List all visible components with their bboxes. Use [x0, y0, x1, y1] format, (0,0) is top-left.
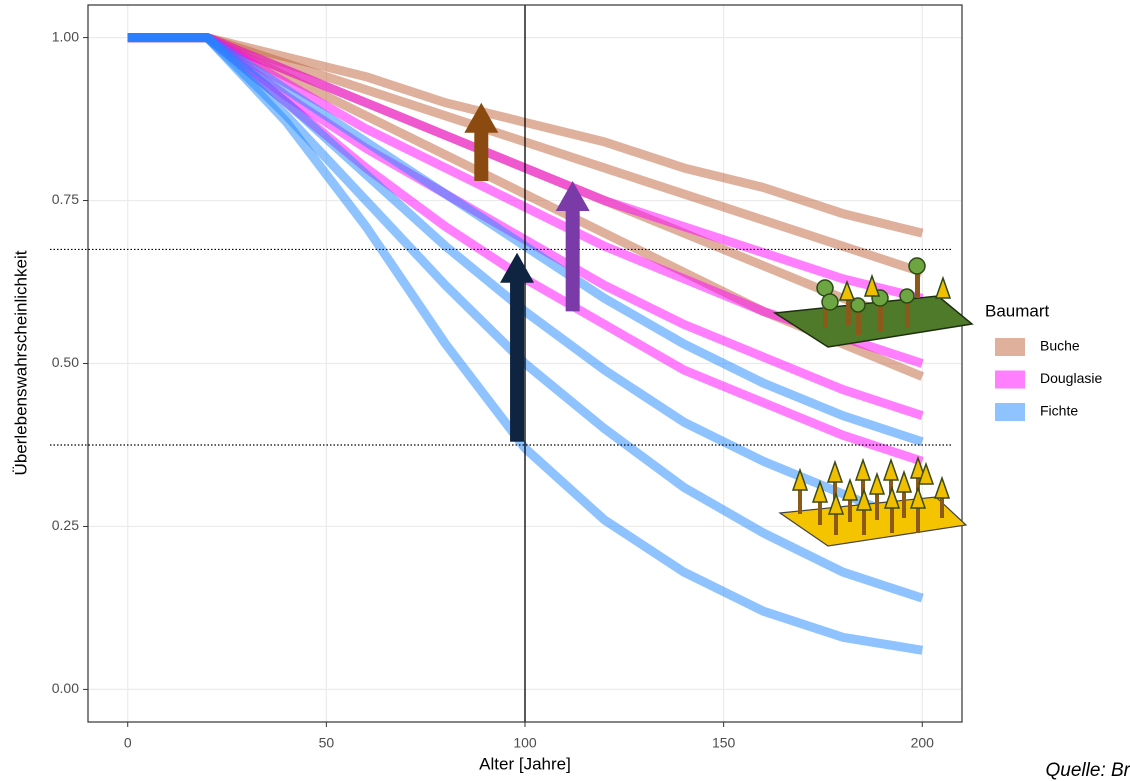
x-tick-label: 200 [911, 735, 935, 751]
y-tick-label: 1.00 [52, 28, 79, 44]
y-axis-title: Überlebenswahrscheinlichkeit [11, 250, 30, 475]
arrow-shaft [474, 131, 488, 181]
source-note: Quelle: Br [1046, 760, 1130, 781]
chart: Alter [Jahre] Überlebenswahrscheinlichke… [0, 0, 1130, 781]
x-tick-label: 50 [319, 735, 335, 751]
y-tick-label: 0.25 [52, 517, 79, 533]
legend-title: Baumart [985, 301, 1050, 320]
x-tick-label: 0 [124, 735, 132, 751]
legend-swatch [995, 338, 1025, 356]
legend-swatch [995, 371, 1025, 389]
arrow-shaft [566, 209, 580, 311]
x-tick-label: 150 [712, 735, 736, 751]
legend-label: Fichte [1040, 403, 1078, 419]
legend-label: Douglasie [1040, 370, 1102, 386]
legend-swatch [995, 403, 1025, 421]
legend-label: Buche [1040, 338, 1080, 354]
x-tick-label: 100 [513, 735, 537, 751]
arrow-shaft [510, 281, 524, 442]
y-tick-label: 0.75 [52, 191, 79, 207]
x-axis-title: Alter [Jahre] [479, 754, 571, 773]
page: Alter [Jahre] Überlebenswahrscheinlichke… [0, 0, 1130, 781]
y-tick-label: 0.50 [52, 354, 79, 370]
y-tick-label: 0.00 [52, 680, 79, 696]
